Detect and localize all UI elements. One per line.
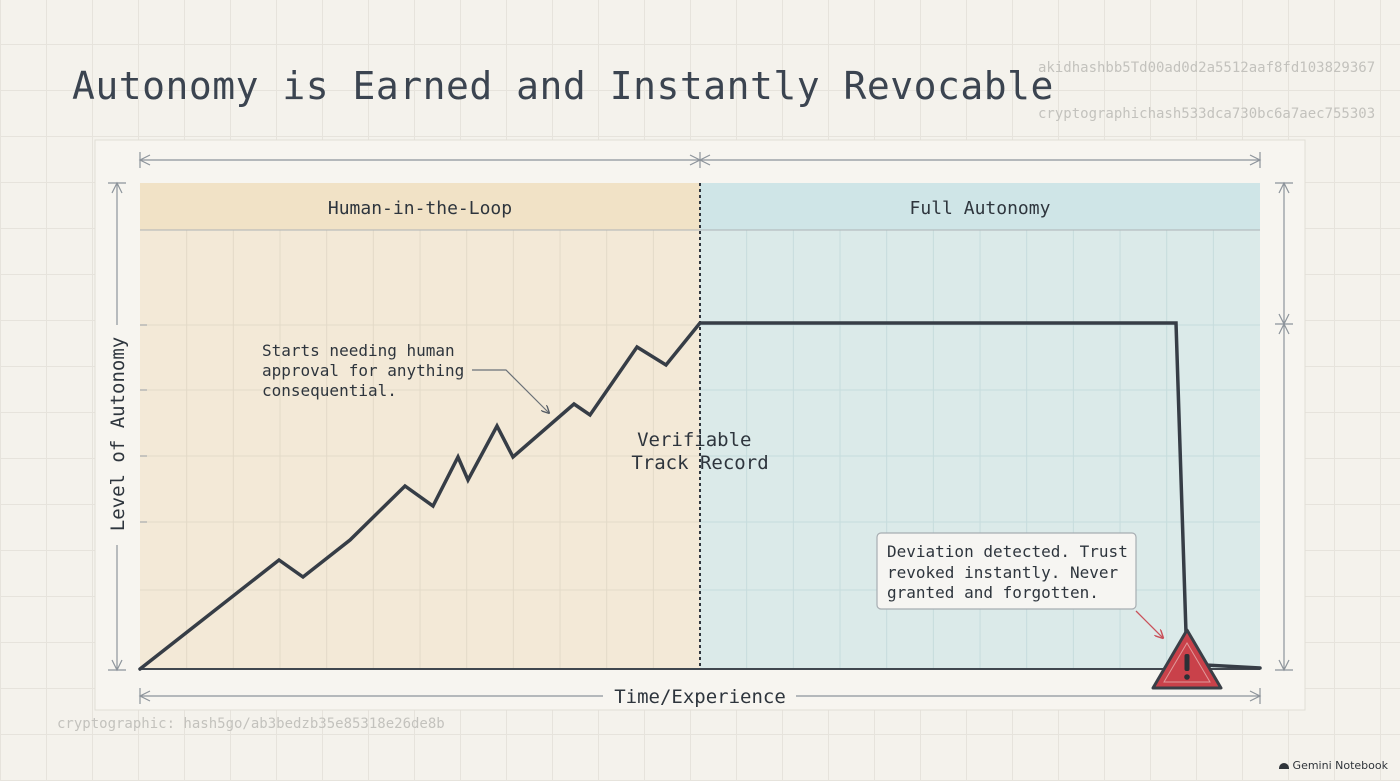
- hash-text-top-1: akidhashbb5Td00ad0d2a5512aaf8fd103829367: [1038, 60, 1376, 76]
- y-axis-ticks: [140, 324, 147, 523]
- zone-grid-right: [700, 230, 1260, 669]
- warning-triangle-icon: [1151, 628, 1223, 690]
- start-annotation-line: consequential.: [262, 381, 397, 400]
- zone-right-label: Full Autonomy: [910, 198, 1051, 219]
- y-axis-line: [108, 181, 126, 672]
- start-annotation-arrow: [472, 369, 549, 413]
- deviation-callout-arrow: [1135, 610, 1163, 638]
- start-annotation-line: approval for anything: [262, 361, 464, 380]
- zone-left-header: [140, 183, 700, 230]
- y-axis-label: Level of Autonomy: [107, 337, 129, 531]
- hash-text-bottom: cryptographic: hash5go/ab3bedzb35e85318e…: [57, 716, 445, 732]
- deviation-callout-box: [876, 532, 1137, 610]
- zone-left-label: Human-in-the-Loop: [328, 198, 512, 219]
- zone-right-header: [700, 183, 1260, 230]
- milestone-annotation-line: Track Record: [631, 452, 768, 474]
- milestone-annotation-line: Verifiable: [637, 429, 751, 451]
- page-title: Autonomy is Earned and Instantly Revocab…: [72, 64, 1054, 108]
- x-axis-dimension-line: [138, 688, 1262, 704]
- brand-label: Gemini Notebook: [1292, 759, 1388, 772]
- start-annotation-line: Starts needing human: [262, 341, 455, 360]
- deviation-callout: Deviation detected. Trust revoked instan…: [887, 542, 1137, 602]
- deviation-callout-line: revoked instantly. Never: [887, 563, 1119, 582]
- right-dimension-line: [1275, 181, 1293, 672]
- deviation-callout-line: granted and forgotten.: [887, 583, 1099, 602]
- top-dimension-line: [138, 152, 1262, 168]
- deviation-callout-line: Deviation detected. Trust: [887, 542, 1128, 561]
- gemini-logo-icon: [1278, 762, 1289, 769]
- milestone-annotation: Verifiable Track Record: [631, 429, 768, 474]
- autonomy-trajectory-line: [138, 321, 1262, 671]
- x-axis-label: Time/Experience: [614, 686, 786, 708]
- start-annotation: Starts needing human approval for anythi…: [262, 341, 474, 400]
- brand-footer: Gemini Notebook: [1278, 759, 1388, 772]
- hash-text-top-2: cryptographichash533dca730bc6a7aec755303: [1038, 106, 1376, 122]
